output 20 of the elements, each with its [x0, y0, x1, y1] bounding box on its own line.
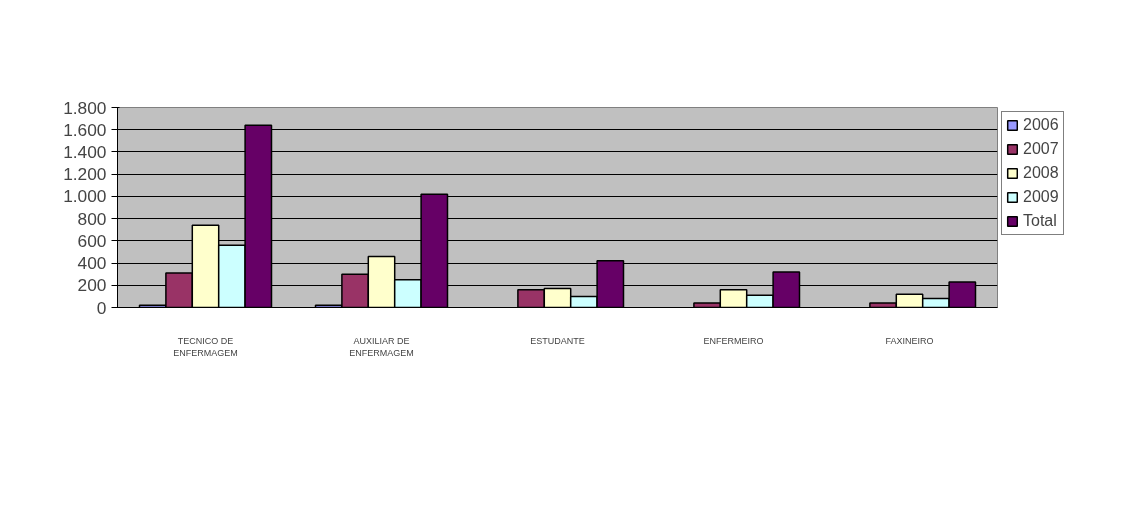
legend-label: 2007: [1023, 140, 1059, 158]
x-tick-label: TECNICO DE ENFERMAGEM: [173, 335, 238, 358]
legend-label: 2009: [1023, 188, 1059, 206]
legend-label: 2008: [1023, 164, 1059, 182]
x-tick-label: ESTUDANTE: [530, 335, 585, 346]
y-tick-label: 200: [77, 275, 107, 296]
x-tick-label: ENFERMEIRO: [703, 335, 764, 346]
legend-label: 2006: [1023, 116, 1059, 134]
y-tick-label: 1.400: [63, 141, 107, 162]
y-tick-label: 600: [77, 230, 107, 251]
y-tick-label: 800: [77, 208, 107, 229]
y-tick-label: 400: [77, 253, 107, 274]
y-tick-label: 0: [96, 297, 107, 318]
y-tick-label: 1.200: [63, 164, 107, 185]
x-tick-label: FAXINEIRO: [885, 335, 934, 346]
y-tick-label: 1.800: [63, 97, 107, 118]
x-tick-label: AUXILIAR DE ENFERMAGEM: [349, 335, 414, 358]
legend-label: Total: [1023, 212, 1057, 230]
y-tick-label: 1.000: [63, 186, 107, 207]
y-tick-label: 1.600: [63, 119, 107, 140]
